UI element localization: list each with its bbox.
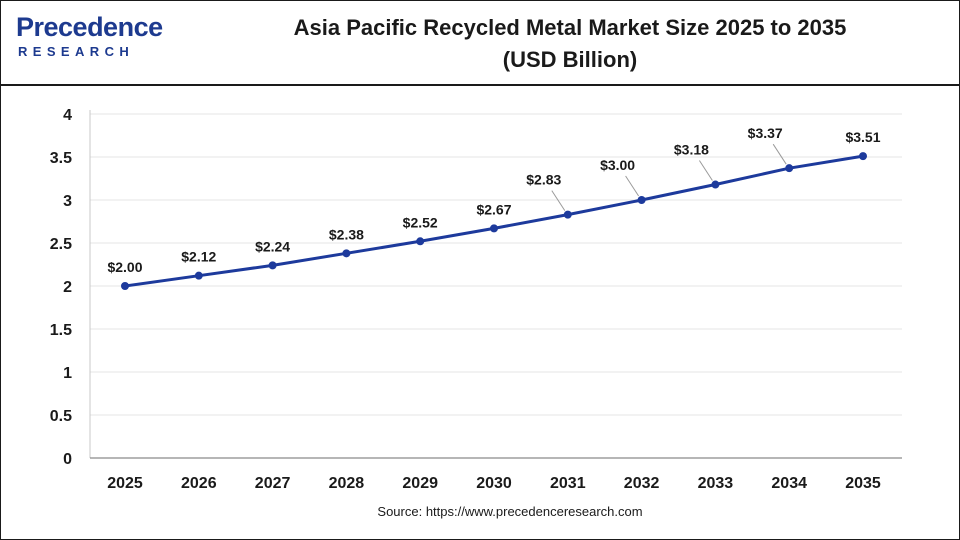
data-point bbox=[416, 237, 425, 246]
data-label: $2.38 bbox=[329, 226, 364, 242]
data-label: $2.67 bbox=[476, 201, 511, 217]
data-label: $2.83 bbox=[526, 172, 561, 188]
x-tick-label: 2033 bbox=[698, 475, 734, 492]
line-chart: 00.511.522.533.54 2025 2026 2027 2028 2029 20… bbox=[50, 107, 902, 492]
x-tick-label: 2034 bbox=[771, 475, 807, 492]
x-tick-label: 2027 bbox=[255, 475, 291, 492]
data-point bbox=[490, 224, 498, 233]
y-tick-label: 2.5 bbox=[50, 236, 72, 253]
data-point bbox=[268, 261, 277, 270]
data-points bbox=[121, 152, 867, 290]
y-tick-label: 0.5 bbox=[50, 408, 72, 425]
data-point bbox=[342, 249, 351, 258]
x-tick-label: 2030 bbox=[476, 475, 512, 492]
header: Precedence RESEARCH Asia Pacific Recycle… bbox=[0, 0, 960, 86]
y-tick-label: 0 bbox=[63, 451, 72, 468]
label-leaders bbox=[551, 143, 787, 211]
series-line bbox=[124, 154, 864, 288]
data-label: $3.00 bbox=[600, 157, 635, 173]
data-label: $2.52 bbox=[403, 214, 438, 230]
x-tick-label: 2035 bbox=[845, 475, 881, 492]
gridlines bbox=[90, 113, 902, 416]
label-leader bbox=[772, 143, 787, 165]
axes bbox=[89, 110, 902, 459]
chart-title: Asia Pacific Recycled Metal Market Size … bbox=[200, 12, 940, 76]
data-label: $3.51 bbox=[845, 129, 880, 145]
y-tick-label: 3 bbox=[63, 193, 72, 210]
chart-title-line1: Asia Pacific Recycled Metal Market Size … bbox=[293, 15, 847, 40]
data-label: $2.00 bbox=[107, 259, 142, 275]
data-labels: $2.00 $2.12 $2.24 $2.38 $2.52 $2.67 $2.83 $3.00… bbox=[107, 125, 880, 275]
label-leader bbox=[551, 190, 566, 211]
data-point bbox=[711, 180, 720, 189]
data-point bbox=[121, 282, 129, 290]
y-tick-label: 1 bbox=[63, 365, 72, 382]
label-leader bbox=[698, 160, 713, 181]
data-label: $2.24 bbox=[255, 238, 290, 254]
x-tick-label: 2031 bbox=[550, 475, 586, 492]
x-tick-label: 2026 bbox=[181, 475, 217, 492]
y-tick-label: 4 bbox=[63, 107, 72, 124]
data-point bbox=[194, 271, 203, 280]
data-point bbox=[637, 196, 646, 204]
data-label: $3.37 bbox=[748, 125, 783, 141]
data-label: $3.18 bbox=[674, 142, 709, 158]
chart-title-line2: (USD Billion) bbox=[502, 47, 638, 72]
y-tick-label: 3.5 bbox=[50, 150, 72, 167]
series-line-path bbox=[124, 154, 864, 288]
x-tick-label: 2028 bbox=[329, 475, 365, 492]
brand-logo: Precedence RESEARCH bbox=[16, 12, 166, 68]
source-note: Source: https://www.precedenceresearch.c… bbox=[377, 504, 643, 519]
data-point bbox=[785, 164, 794, 173]
data-point bbox=[563, 210, 572, 219]
y-tick-labels: 0 0.5 1 1.5 2 2.5 3 3.5 4 bbox=[50, 107, 72, 468]
data-point bbox=[859, 152, 867, 161]
data-label: $2.12 bbox=[181, 249, 216, 265]
x-tick-label: 2029 bbox=[402, 475, 438, 492]
label-leader bbox=[625, 175, 640, 197]
x-tick-label: 2025 bbox=[107, 475, 143, 492]
y-tick-label: 2 bbox=[63, 279, 72, 296]
brand-subtitle: RESEARCH bbox=[18, 44, 135, 59]
brand-name: Precedence bbox=[16, 12, 163, 42]
x-tick-label: 2032 bbox=[624, 475, 660, 492]
x-tick-labels: 2025 2026 2027 2028 2029 2030 2031 2032 2033 2034… bbox=[107, 475, 881, 492]
y-tick-label: 1.5 bbox=[50, 322, 72, 339]
